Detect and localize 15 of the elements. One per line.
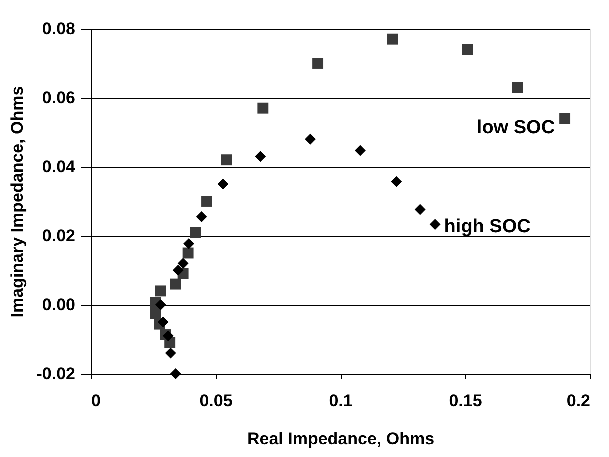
x-tick-label: 0.1 (329, 392, 353, 410)
y-tick-label: -0.02 (36, 364, 76, 384)
series-label: high SOC (444, 216, 532, 238)
y-tick-label: 0.08 (42, 20, 76, 38)
y-tick-label: 0.06 (42, 88, 76, 108)
y-tick-label: 0.04 (42, 158, 76, 176)
y-tick-label: 0.00 (42, 296, 76, 314)
series-label: low SOC (476, 118, 556, 139)
x-tick-label: 0.2 (566, 392, 590, 410)
x-tick-label: 0.05 (200, 392, 233, 410)
x-tick-label: 0.15 (449, 392, 482, 410)
x-axis-title: Real Impedance, Ohms (247, 430, 435, 448)
x-tick-label: 0 (92, 392, 101, 410)
y-axis-title: Imaginary Impedance, Ohms (8, 86, 27, 318)
y-tick-label: 0.02 (42, 226, 76, 246)
